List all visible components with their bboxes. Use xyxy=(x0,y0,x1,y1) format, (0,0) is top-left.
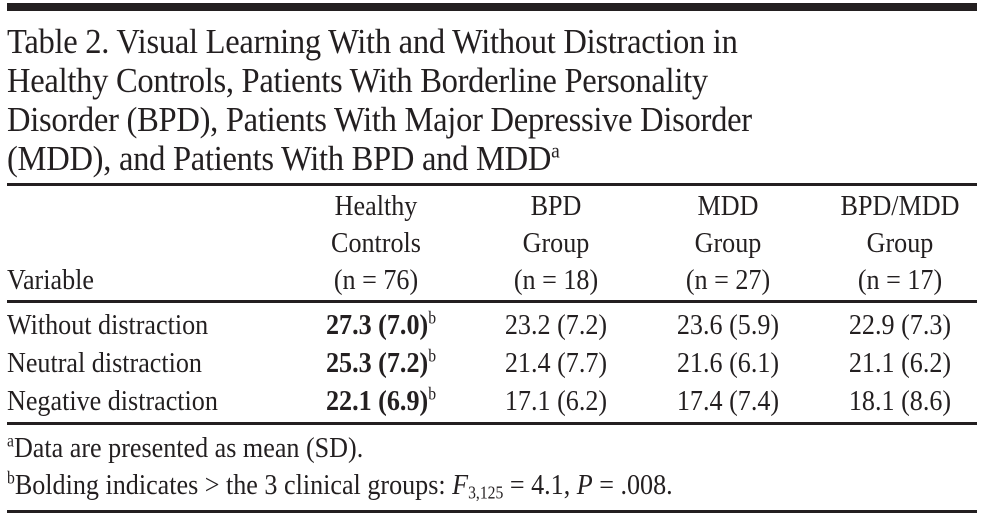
p-value: = .008. xyxy=(592,469,673,501)
footnote-b: bBolding indicates > the 3 clinical grou… xyxy=(7,467,673,504)
footnote-marker: b xyxy=(428,345,437,366)
bottom-rule xyxy=(7,510,977,513)
cell-healthy-controls: 27.3 (7.0)b xyxy=(305,306,458,344)
header-line1: Healthy xyxy=(334,190,418,222)
header-healthy-controls: Healthy Controls (n = 76) xyxy=(313,188,439,299)
header-mdd-group: MDD Group (n = 27) xyxy=(665,188,791,299)
title-line-4: (MDD), and Patients With BPD and MDDa xyxy=(7,139,914,178)
header-line1: BPD/MDD xyxy=(840,190,960,222)
cell-healthy-controls: 25.3 (7.2)b xyxy=(305,344,458,382)
cell-bpd-mdd: 18.1 (8.6) xyxy=(848,385,952,417)
f-statistic-df: 3,125 xyxy=(468,482,504,503)
header-variable: Variable xyxy=(7,264,94,296)
cell-value: 22.1 (6.9) xyxy=(325,385,429,417)
footnote-a-text: Data are presented as mean (SD). xyxy=(13,432,364,464)
footnote-marker: b xyxy=(428,307,437,328)
header-n: (n = 18) xyxy=(513,264,599,296)
header-line1: BPD xyxy=(530,190,582,222)
footnote-a-marker: a xyxy=(7,430,14,451)
p-symbol: P xyxy=(576,469,593,501)
f-statistic-value: = 4.1, xyxy=(503,469,577,501)
row-variable: Without distraction xyxy=(7,309,209,341)
header-line2: Controls xyxy=(331,227,421,259)
header-line2: Group xyxy=(522,227,590,259)
cell-bpd-mdd: 21.1 (6.2) xyxy=(848,347,952,379)
title-footnote-marker: a xyxy=(551,138,560,163)
cell-value: 27.3 (7.0) xyxy=(325,309,429,341)
header-bpd-group: BPD Group (n = 18) xyxy=(493,188,619,299)
footnote-marker: b xyxy=(428,383,437,404)
cell-healthy-controls: 22.1 (6.9)b xyxy=(305,382,458,420)
cell-mdd: 17.4 (7.4) xyxy=(676,385,780,417)
table-row: Neutral distraction 25.3 (7.2)b 21.4 (7.… xyxy=(0,344,988,382)
header-bpd-mdd-group: BPD/MDD Group (n = 17) xyxy=(828,188,972,299)
header-rule xyxy=(7,300,977,303)
body-rule xyxy=(7,422,977,425)
top-rule xyxy=(7,3,977,11)
footnote-b-text: Bolding indicates > the 3 clinical group… xyxy=(14,469,453,501)
cell-bpd: 17.1 (6.2) xyxy=(504,385,608,417)
cell-bpd: 21.4 (7.7) xyxy=(504,347,608,379)
header-n: (n = 17) xyxy=(857,264,943,296)
header-n: (n = 27) xyxy=(685,264,771,296)
title-line-3: Disorder (BPD), Patients With Major Depr… xyxy=(7,100,752,139)
row-variable: Negative distraction xyxy=(7,385,218,417)
header-line2: Group xyxy=(866,227,934,259)
cell-value: 25.3 (7.2) xyxy=(325,347,429,379)
table-row: Negative distraction 22.1 (6.9)b 17.1 (6… xyxy=(0,382,988,420)
footnote-b-marker: b xyxy=(7,467,15,488)
cell-mdd: 23.6 (5.9) xyxy=(676,309,780,341)
footnote-a: aData are presented as mean (SD). xyxy=(7,430,363,467)
row-variable: Neutral distraction xyxy=(7,347,202,379)
header-line2: Group xyxy=(694,227,762,259)
table-row: Without distraction 27.3 (7.0)b 23.2 (7.… xyxy=(0,306,988,344)
cell-bpd: 23.2 (7.2) xyxy=(504,309,608,341)
title-line-4-text: (MDD), and Patients With BPD and MDD xyxy=(7,139,552,178)
header-line1: MDD xyxy=(697,190,759,222)
cell-mdd: 21.6 (6.1) xyxy=(676,347,780,379)
cell-bpd-mdd: 22.9 (7.3) xyxy=(848,309,952,341)
f-statistic-symbol: F xyxy=(452,469,469,501)
title-rule xyxy=(7,183,977,186)
title-line-1: Table 2. Visual Learning With and Withou… xyxy=(7,22,738,61)
table-title: Table 2. Visual Learning With and Withou… xyxy=(7,22,914,178)
header-n: (n = 76) xyxy=(333,264,419,296)
title-line-2: Healthy Controls, Patients With Borderli… xyxy=(7,61,708,100)
